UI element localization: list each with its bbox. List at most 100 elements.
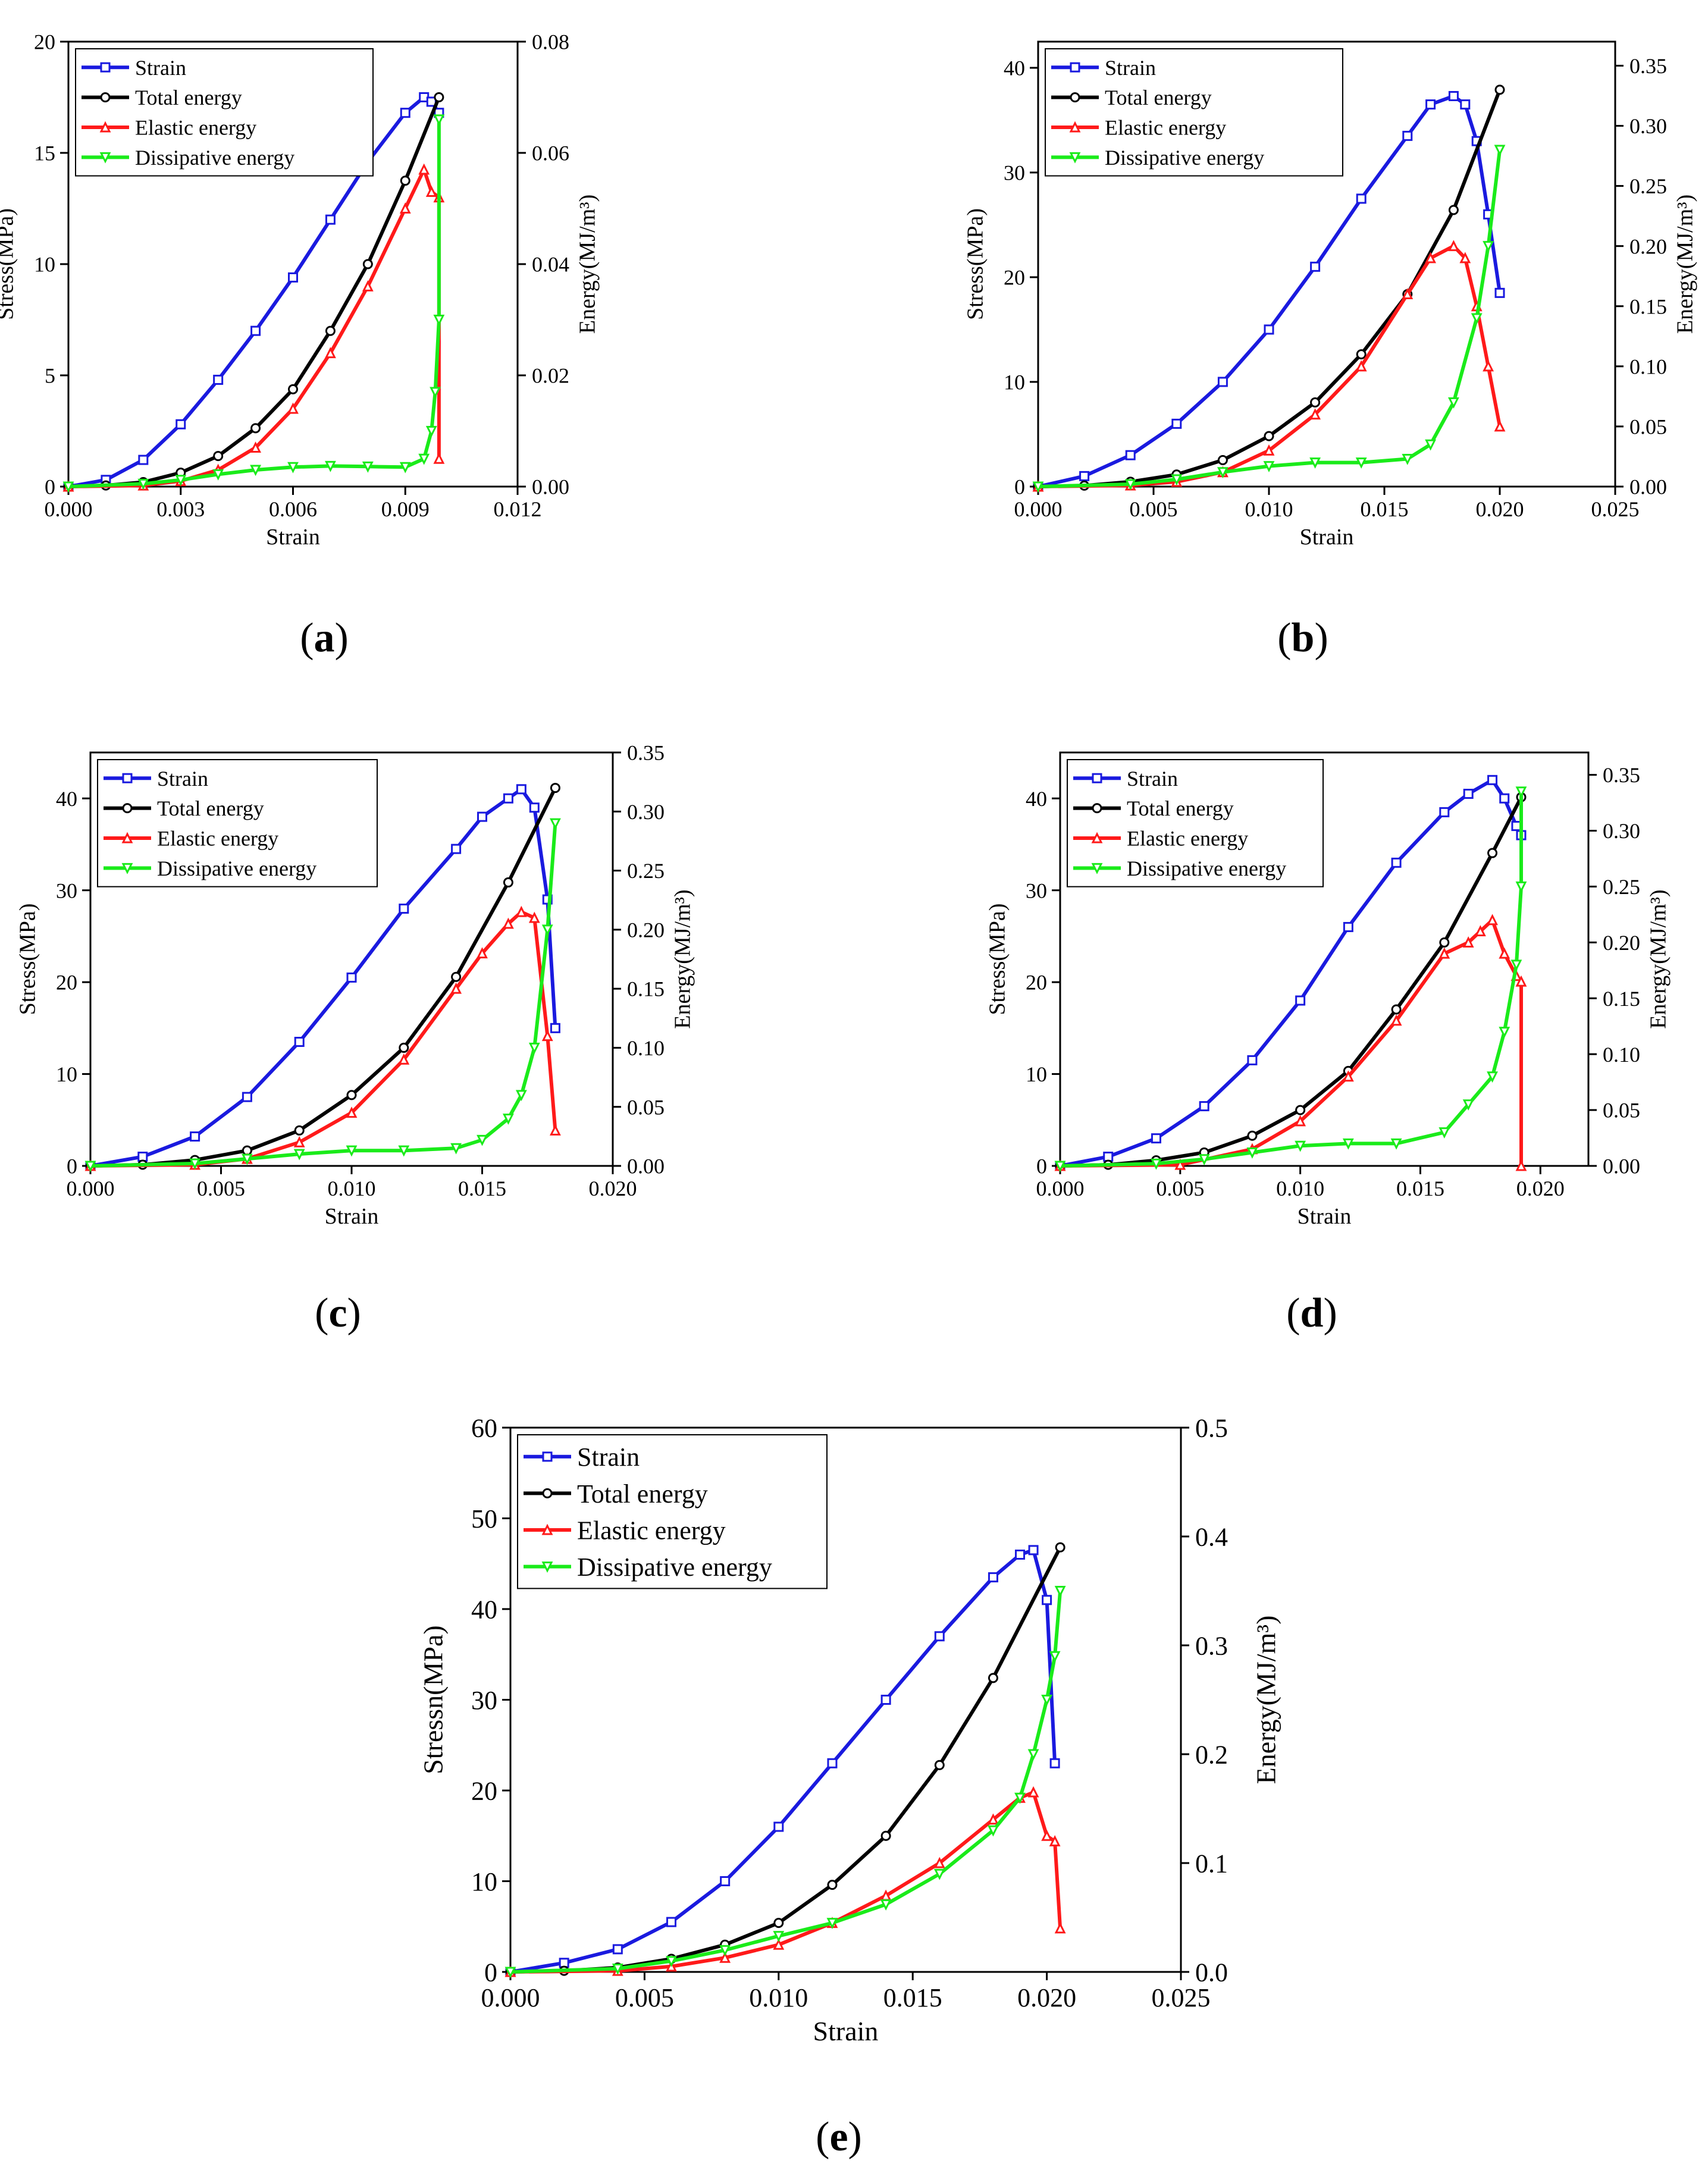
y-tick-label: 20 [56, 971, 77, 995]
x-axis-label: Strain [1300, 525, 1354, 550]
y2-tick-label: 0.35 [1603, 763, 1640, 787]
data-point [1247, 1055, 1258, 1065]
data-point [138, 454, 149, 465]
data-point [1447, 240, 1459, 252]
data-point [1471, 313, 1483, 325]
data-point [324, 347, 336, 359]
data-point [1487, 848, 1498, 858]
data-point [1391, 857, 1402, 868]
series-elastic-energy [1032, 240, 1506, 492]
x-tick-label: 0.000 [1014, 497, 1063, 521]
legend-label: Strain [157, 767, 208, 791]
legend-marker [541, 1523, 553, 1535]
data-point [189, 1158, 201, 1170]
data-point [137, 1152, 148, 1162]
data-point [1079, 471, 1090, 481]
x-tick-label: 0.025 [1152, 1983, 1211, 2012]
legend-marker [542, 1451, 553, 1462]
legend-label: Total energy [135, 86, 242, 109]
data-point [549, 818, 561, 830]
data-point [1217, 467, 1228, 479]
data-point [362, 259, 373, 269]
data-point [515, 905, 527, 917]
series-line [1038, 244, 1502, 488]
data-point [1264, 324, 1274, 335]
data-point [294, 1037, 305, 1047]
data-point [434, 92, 444, 102]
caption-letter: c [328, 1290, 347, 1336]
data-point [1027, 1749, 1039, 1761]
data-point [559, 1958, 569, 1968]
data-point [773, 1931, 785, 1942]
data-point [1264, 431, 1274, 441]
data-point [399, 1042, 409, 1053]
y-tick-label: 30 [56, 879, 77, 902]
legend-marker [100, 62, 111, 73]
data-point [1448, 205, 1459, 215]
x-tick-label: 0.000 [67, 1177, 115, 1200]
y2-tick-label: 0.05 [1603, 1099, 1640, 1122]
series-strain [85, 784, 560, 1171]
data-point [1355, 457, 1367, 469]
data-point [1263, 461, 1275, 472]
data-point [450, 982, 462, 994]
y2-tick-label: 0.05 [627, 1095, 665, 1119]
data-point [719, 1951, 731, 1963]
y-tick-label: 10 [56, 1062, 77, 1086]
panel-caption: (e) [816, 2114, 862, 2160]
data-point [666, 1917, 676, 1927]
legend-label: Elastic energy [577, 1516, 726, 1545]
y2-tick-label: 0.15 [1629, 294, 1667, 318]
data-point [1342, 1138, 1354, 1150]
legend-label: Strain [135, 56, 186, 80]
y2-axis-label: Energy(MJ/m³) [670, 889, 695, 1028]
y2-tick-label: 0.10 [1603, 1043, 1640, 1067]
y2-tick-label: 0.25 [1603, 875, 1640, 899]
y-tick-label: 10 [1004, 371, 1025, 394]
data-point [287, 402, 299, 414]
y2-tick-label: 0.30 [627, 800, 665, 824]
y-tick-label: 50 [471, 1504, 497, 1534]
y-tick-label: 0 [1014, 475, 1025, 499]
y2-tick-label: 0.1 [1195, 1849, 1228, 1878]
legend-label: Elastic energy [1105, 116, 1226, 140]
data-point [362, 280, 374, 291]
data-point [933, 1857, 945, 1868]
data-point [1402, 130, 1413, 141]
data-point [398, 1145, 410, 1157]
y2-tick-label: 0.35 [627, 741, 665, 765]
data-point [1474, 925, 1486, 937]
data-point [1390, 1014, 1402, 1026]
data-point [425, 186, 437, 197]
data-point [502, 917, 514, 929]
data-point [1151, 1133, 1161, 1144]
data-point [1041, 1829, 1053, 1841]
data-point [1103, 1152, 1114, 1162]
data-point [1309, 408, 1321, 420]
data-point [1447, 397, 1459, 409]
data-point [1487, 914, 1498, 926]
y2-tick-label: 0.00 [627, 1155, 665, 1178]
y-tick-label: 20 [471, 1776, 497, 1805]
data-point [433, 315, 445, 326]
y2-tick-label: 0.20 [1603, 931, 1640, 955]
data-point [250, 441, 262, 453]
y-tick-label: 0 [45, 475, 55, 499]
data-point [880, 1899, 892, 1911]
data-point [1356, 193, 1367, 204]
data-point [1198, 1154, 1210, 1166]
legend-label: Elastic energy [157, 827, 278, 851]
y-tick-label: 40 [471, 1595, 497, 1624]
data-point [175, 475, 187, 487]
data-point [1494, 287, 1505, 298]
data-point [1390, 1138, 1402, 1150]
legend-label: Strain [577, 1443, 640, 1472]
data-point [1041, 1695, 1053, 1706]
legend-marker [1070, 92, 1080, 103]
y-axis-label: Stress(MPa) [0, 208, 18, 320]
data-point [1247, 1130, 1258, 1141]
data-point [287, 462, 299, 473]
data-point [84, 1161, 96, 1172]
data-point [1015, 1550, 1026, 1560]
data-point [288, 384, 298, 394]
